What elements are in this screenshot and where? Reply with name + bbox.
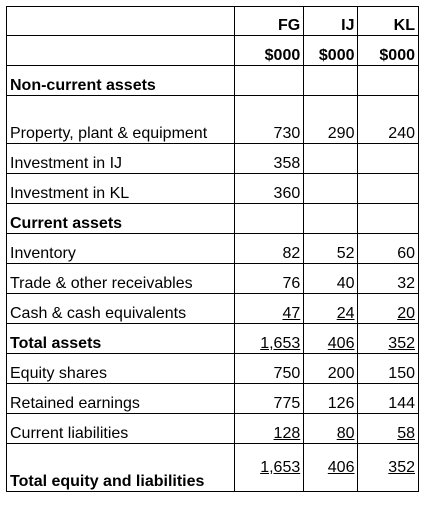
- row-label: Total assets: [5, 323, 236, 354]
- section-row-non-current: Non-current assets: [5, 65, 419, 96]
- value-kl: 60: [357, 233, 419, 264]
- table-row-investment-kl: Investment in KL 360: [5, 173, 419, 204]
- value-fg-cell: 1,653: [234, 443, 305, 492]
- empty-cell: [357, 203, 419, 234]
- column-header-kl: KL: [357, 6, 419, 36]
- empty-cell: [234, 203, 305, 234]
- value-ij: 24: [336, 305, 355, 322]
- header-row-units: $000 $000 $000: [5, 35, 419, 66]
- unit-header-kl: $000: [357, 35, 419, 66]
- units-blank-cell: [5, 35, 236, 66]
- table-row-cash: Cash & cash equivalents 47 24 20: [5, 293, 419, 324]
- value-fg: 1,653: [260, 335, 301, 352]
- section-heading-non-current: Non-current assets: [5, 65, 236, 96]
- value-fg: 82: [234, 233, 305, 264]
- value-ij: 52: [303, 233, 359, 264]
- value-fg: 358: [234, 143, 305, 174]
- value-fg: 360: [234, 173, 305, 204]
- row-label: Property, plant & equipment: [5, 95, 236, 144]
- row-label: Current liabilities: [5, 413, 236, 444]
- value-ij-cell: 406: [303, 323, 359, 354]
- empty-cell: [234, 65, 305, 96]
- value-ij: [303, 143, 359, 174]
- value-kl-cell: 20: [357, 293, 419, 324]
- value-ij: 40: [303, 263, 359, 294]
- value-kl: 352: [388, 459, 415, 476]
- value-ij: 126: [303, 383, 359, 414]
- row-label: Trade & other receivables: [5, 263, 236, 294]
- value-fg: 128: [273, 425, 301, 442]
- value-kl: [357, 143, 419, 174]
- value-ij: 290: [303, 95, 359, 144]
- unit-header-fg: $000: [234, 35, 305, 66]
- value-kl: 352: [388, 335, 415, 352]
- table-row-investment-ij: Investment in IJ 358: [5, 143, 419, 174]
- table-row-inventory: Inventory 82 52 60: [5, 233, 419, 264]
- value-kl: 240: [357, 95, 419, 144]
- empty-cell: [303, 65, 359, 96]
- empty-cell: [303, 203, 359, 234]
- empty-cell: [357, 65, 419, 96]
- value-kl: 144: [357, 383, 419, 414]
- row-label: Investment in IJ: [5, 143, 236, 174]
- column-header-fg: FG: [234, 6, 305, 36]
- header-row-companies: FG IJ KL: [5, 6, 419, 36]
- table-row-receivables: Trade & other receivables 76 40 32: [5, 263, 419, 294]
- table-row-total-equity-liabilities: Total equity and liabilities 1,653 406 3…: [5, 443, 419, 492]
- value-ij: 406: [327, 459, 355, 476]
- table-row-current-liabilities: Current liabilities 128 80 58: [5, 413, 419, 444]
- value-ij-cell: 24: [303, 293, 359, 324]
- balance-sheet-table: FG IJ KL $000 $000 $000 Non-current asse…: [5, 6, 419, 492]
- value-kl-cell: 58: [357, 413, 419, 444]
- value-fg: 775: [234, 383, 305, 414]
- row-label: Investment in KL: [5, 173, 236, 204]
- value-ij: 406: [327, 335, 355, 352]
- table-row-total-assets: Total assets 1,653 406 352: [5, 323, 419, 354]
- value-fg-cell: 1,653: [234, 323, 305, 354]
- value-fg: 1,653: [260, 459, 301, 476]
- table-row-retained-earnings: Retained earnings 775 126 144: [5, 383, 419, 414]
- value-fg: 750: [234, 353, 305, 384]
- value-ij: [303, 173, 359, 204]
- row-label: Total equity and liabilities: [5, 443, 236, 492]
- row-label: Inventory: [5, 233, 236, 264]
- value-fg-cell: 128: [234, 413, 305, 444]
- value-fg-cell: 47: [234, 293, 305, 324]
- header-blank-cell: [5, 6, 236, 36]
- value-kl: 58: [397, 425, 415, 442]
- table-row-equity-shares: Equity shares 750 200 150: [5, 353, 419, 384]
- value-kl: 32: [357, 263, 419, 294]
- unit-header-ij: $000: [303, 35, 359, 66]
- table-row-ppe: Property, plant & equipment 730 290 240: [5, 95, 419, 144]
- section-heading-current: Current assets: [5, 203, 236, 234]
- value-ij: 200: [303, 353, 359, 384]
- row-label: Retained earnings: [5, 383, 236, 414]
- value-ij: 80: [336, 425, 355, 442]
- value-kl: 20: [397, 305, 415, 322]
- row-label: Cash & cash equivalents: [5, 293, 236, 324]
- value-kl: [357, 173, 419, 204]
- value-kl: 150: [357, 353, 419, 384]
- column-header-ij: IJ: [303, 6, 359, 36]
- value-fg: 730: [234, 95, 305, 144]
- row-label: Equity shares: [5, 353, 236, 384]
- value-kl-cell: 352: [357, 443, 419, 492]
- value-ij-cell: 406: [303, 443, 359, 492]
- section-row-current: Current assets: [5, 203, 419, 234]
- value-fg: 47: [282, 305, 301, 322]
- value-fg: 76: [234, 263, 305, 294]
- value-ij-cell: 80: [303, 413, 359, 444]
- value-kl-cell: 352: [357, 323, 419, 354]
